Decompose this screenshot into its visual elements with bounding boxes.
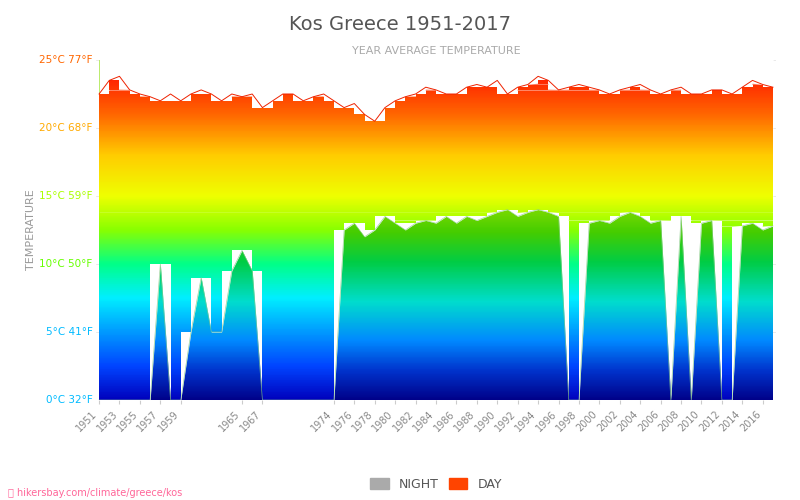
Text: Kos Greece 1951-2017: Kos Greece 1951-2017 — [289, 15, 511, 34]
Text: 15°C 59°F: 15°C 59°F — [39, 191, 93, 201]
Y-axis label: TEMPERATURE: TEMPERATURE — [26, 190, 35, 270]
Text: ⌕ hikersbay.com/climate/greece/kos: ⌕ hikersbay.com/climate/greece/kos — [8, 488, 182, 498]
Text: 10°C 50°F: 10°C 50°F — [39, 259, 93, 269]
Legend: NIGHT, DAY: NIGHT, DAY — [365, 472, 507, 496]
Text: 20°C 68°F: 20°C 68°F — [39, 123, 93, 133]
Text: 0°C 32°F: 0°C 32°F — [46, 395, 93, 405]
Text: 25°C 77°F: 25°C 77°F — [39, 55, 93, 65]
Text: 5°C 41°F: 5°C 41°F — [46, 327, 93, 337]
Title: YEAR AVERAGE TEMPERATURE: YEAR AVERAGE TEMPERATURE — [352, 46, 520, 56]
